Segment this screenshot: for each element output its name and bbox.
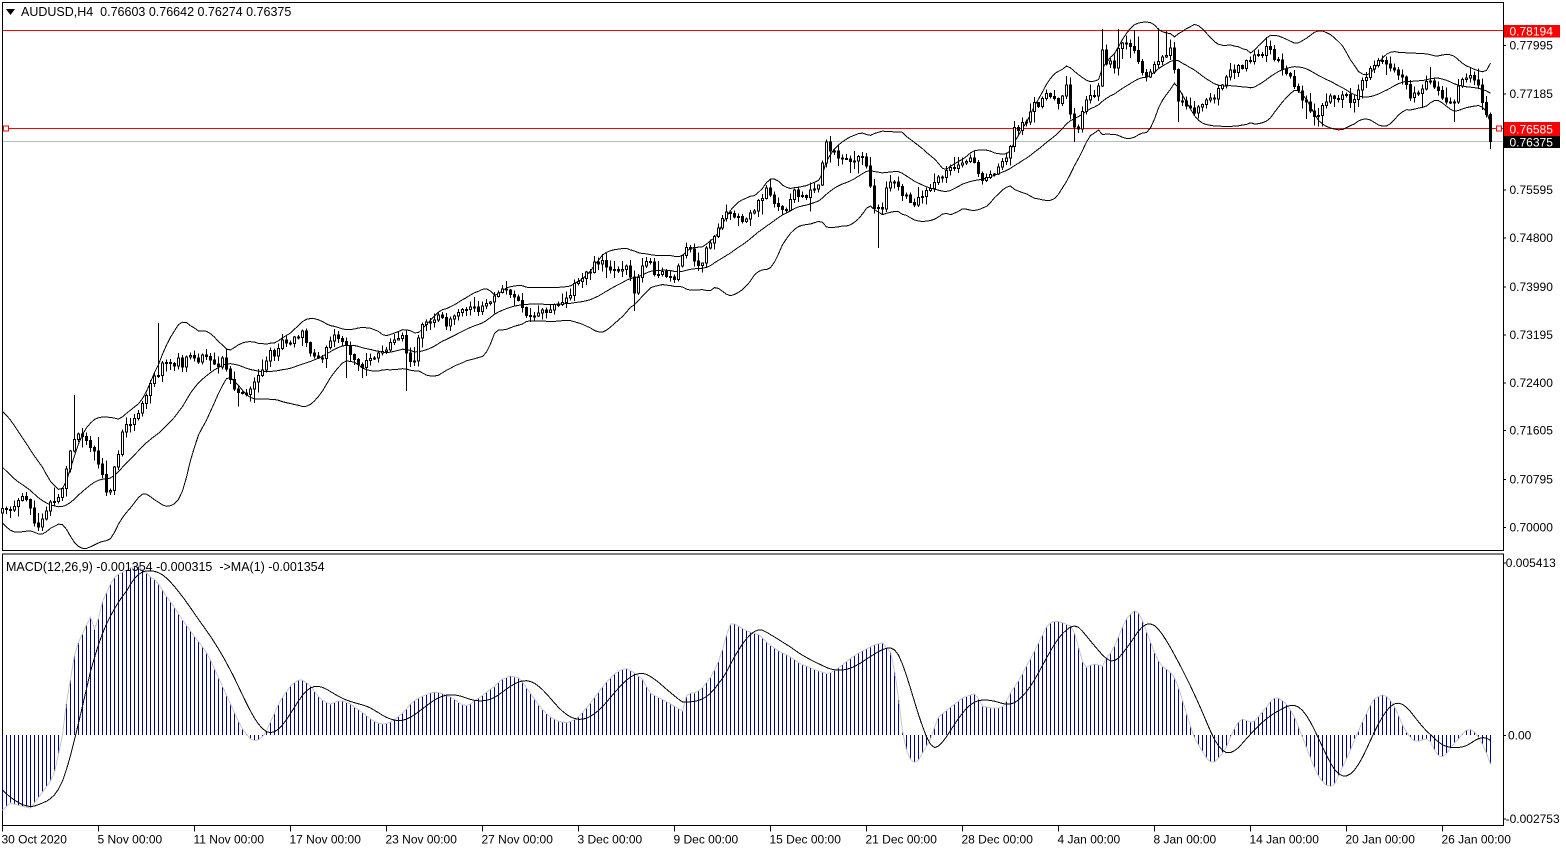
svg-text:27 Nov 00:00: 27 Nov 00:00: [482, 833, 554, 847]
svg-text:0.005413: 0.005413: [1506, 556, 1556, 570]
svg-text:0.00: 0.00: [1508, 729, 1532, 743]
svg-text:20 Jan 00:00: 20 Jan 00:00: [1346, 833, 1416, 847]
svg-text:AUDUSD,H4 0.76603 0.76642 0.7: AUDUSD,H4 0.76603 0.76642 0.76274 0.7637…: [21, 5, 291, 19]
svg-text:4 Jan 00:00: 4 Jan 00:00: [1058, 833, 1121, 847]
svg-text:0.77185: 0.77185: [1510, 87, 1554, 101]
svg-text:3 Dec 00:00: 3 Dec 00:00: [578, 833, 643, 847]
svg-text:0.74800: 0.74800: [1510, 231, 1554, 245]
svg-text:26 Jan 00:00: 26 Jan 00:00: [1442, 833, 1512, 847]
svg-text:0.76375: 0.76375: [1510, 135, 1554, 149]
svg-text:MACD(12,26,9) -0.001354 -0.000: MACD(12,26,9) -0.001354 -0.000315 ->MA(1…: [6, 560, 325, 574]
svg-text:0.73195: 0.73195: [1510, 328, 1554, 342]
svg-text:0.76585: 0.76585: [1510, 122, 1554, 136]
svg-text:5 Nov 00:00: 5 Nov 00:00: [98, 833, 163, 847]
svg-text:0.77995: 0.77995: [1510, 38, 1554, 52]
svg-text:15 Dec 00:00: 15 Dec 00:00: [770, 833, 842, 847]
svg-text:23 Nov 00:00: 23 Nov 00:00: [386, 833, 458, 847]
svg-text:0.72400: 0.72400: [1510, 376, 1554, 390]
svg-text:-0.002753: -0.002753: [1506, 812, 1560, 826]
svg-text:28 Dec 00:00: 28 Dec 00:00: [962, 833, 1034, 847]
svg-text:0.70795: 0.70795: [1510, 473, 1554, 487]
svg-text:0.78194: 0.78194: [1510, 25, 1554, 39]
svg-text:9 Dec 00:00: 9 Dec 00:00: [674, 833, 739, 847]
svg-text:0.75595: 0.75595: [1510, 183, 1554, 197]
svg-text:0.73990: 0.73990: [1510, 280, 1554, 294]
svg-text:0.71605: 0.71605: [1510, 424, 1554, 438]
svg-text:11 Nov 00:00: 11 Nov 00:00: [194, 833, 265, 847]
svg-text:14 Jan 00:00: 14 Jan 00:00: [1250, 833, 1320, 847]
svg-text:21 Dec 00:00: 21 Dec 00:00: [866, 833, 938, 847]
svg-text:8 Jan 00:00: 8 Jan 00:00: [1154, 833, 1217, 847]
svg-text:30 Oct 2020: 30 Oct 2020: [2, 833, 68, 847]
svg-text:0.70000: 0.70000: [1510, 521, 1554, 535]
svg-text:17 Nov 00:00: 17 Nov 00:00: [290, 833, 362, 847]
